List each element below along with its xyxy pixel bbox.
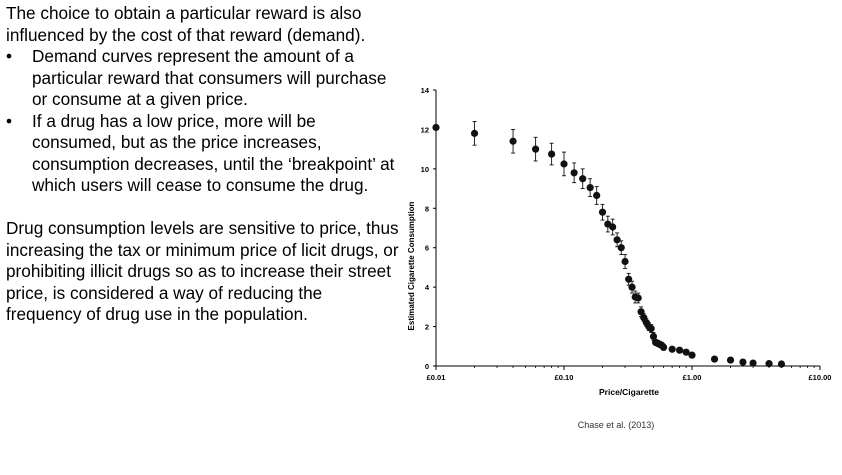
intro-paragraph: The choice to obtain a particular reward… xyxy=(6,3,366,45)
data-point xyxy=(710,355,719,363)
data-point xyxy=(668,345,676,353)
x-tick-label: £0.10 xyxy=(555,373,574,382)
x-tick-label: £10.00 xyxy=(809,373,832,382)
data-point xyxy=(726,356,735,364)
chart-axes xyxy=(435,90,820,367)
y-tick-label: 8 xyxy=(425,204,429,213)
data-point xyxy=(649,332,658,341)
y-tick-label: 6 xyxy=(425,244,429,253)
data-point xyxy=(647,324,655,333)
y-tick-label: 12 xyxy=(421,125,429,134)
data-point xyxy=(598,208,607,216)
citation: Chase et al. (2013) xyxy=(577,420,655,430)
chart-error-bars xyxy=(472,121,784,366)
spacer xyxy=(6,197,401,219)
data-point xyxy=(593,191,601,200)
bullet-text: Demand curves represent the amount of a … xyxy=(32,46,387,109)
y-tick-label: 4 xyxy=(425,283,430,292)
data-point xyxy=(660,343,668,351)
data-point xyxy=(532,145,540,153)
data-point xyxy=(634,294,642,302)
y-tick-label: 2 xyxy=(425,323,429,332)
chart-ticks: 0 2 4 6 8 10 12 14 £0.01 £0.10 £1.00 £10.00 xyxy=(421,86,832,382)
data-point xyxy=(765,360,773,368)
x-tick-label: £0.01 xyxy=(427,373,446,382)
data-point xyxy=(509,137,517,145)
bullet-list: • Demand curves represent the amount of … xyxy=(6,46,401,197)
data-point xyxy=(613,236,621,244)
data-point xyxy=(586,183,594,192)
data-point xyxy=(637,308,645,316)
data-point xyxy=(749,359,757,367)
data-point xyxy=(560,160,568,168)
x-axis-label: Price/Cigarette xyxy=(599,387,659,397)
bullet-text: If a drug has a low price, more will be … xyxy=(32,110,395,196)
bullet-item: • Demand curves represent the amount of … xyxy=(6,46,401,111)
bullet-item: • If a drug has a low price, more will b… xyxy=(6,111,401,197)
chart-points xyxy=(432,123,786,368)
demand-curve-chart: 0 2 4 6 8 10 12 14 £0.01 £0.10 £1.00 £10.00 Price/C… xyxy=(400,80,840,440)
data-point xyxy=(777,360,786,368)
data-point xyxy=(547,150,556,158)
data-point xyxy=(682,348,690,356)
bullet-icon: • xyxy=(6,110,13,131)
y-tick-label: 10 xyxy=(421,165,429,174)
data-point xyxy=(470,129,479,137)
data-point xyxy=(675,346,684,354)
data-point xyxy=(621,257,629,266)
data-point xyxy=(570,169,578,177)
y-axis-label: Estimated Cigarette Consumption xyxy=(407,201,416,330)
y-tick-label: 0 xyxy=(425,362,429,371)
data-point xyxy=(617,244,625,252)
data-point xyxy=(609,223,617,231)
data-point xyxy=(432,123,440,132)
data-point xyxy=(628,283,636,291)
x-tick-label: £1.00 xyxy=(683,373,702,382)
data-point xyxy=(579,175,587,183)
slide-text: The choice to obtain a particular reward… xyxy=(6,3,401,326)
data-point xyxy=(739,358,747,366)
y-tick-label: 14 xyxy=(421,86,430,95)
bullet-icon: • xyxy=(6,46,13,66)
data-point xyxy=(688,351,696,359)
data-point xyxy=(625,275,633,283)
chart-svg: 0 2 4 6 8 10 12 14 £0.01 £0.10 £1.00 £10.00 Price/C… xyxy=(407,86,832,397)
closing-paragraph: Drug consumption levels are sensitive to… xyxy=(6,218,399,324)
